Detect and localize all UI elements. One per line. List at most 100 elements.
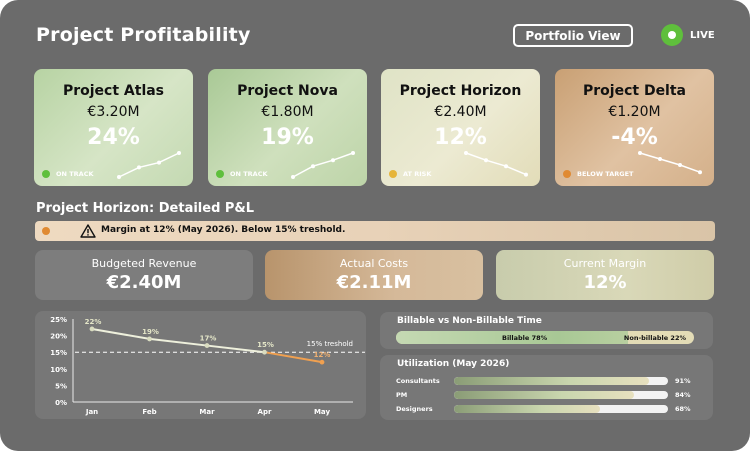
status-dot-icon bbox=[216, 170, 224, 178]
live-dot-icon bbox=[661, 24, 683, 46]
alert-dot-icon bbox=[42, 227, 50, 235]
util-fill bbox=[454, 405, 600, 413]
util-fill bbox=[454, 391, 634, 399]
data-label: 19% bbox=[142, 328, 159, 336]
nonbillable-label: Non-billable 22% bbox=[623, 334, 686, 342]
sparkline-point bbox=[698, 170, 702, 175]
status-dot-icon bbox=[389, 170, 397, 178]
status-label: AT RISK bbox=[403, 170, 432, 178]
x-tick-label: Apr bbox=[258, 408, 272, 416]
project-amount: €1.80M bbox=[261, 104, 314, 120]
project-amount: €1.20M bbox=[608, 104, 661, 120]
margin-trend-chart: 0% 5% 10% 15% 20% 25% Jan Feb Mar Apr May 15% tresh… bbox=[50, 316, 365, 416]
status-badge: BELOW TARGET bbox=[563, 170, 633, 178]
project-card-atlas[interactable]: Project Atlas €3.20M 24% ON TRACK bbox=[34, 69, 193, 186]
status-badge: AT RISK bbox=[389, 170, 431, 178]
kpi-value: €2.40M bbox=[106, 272, 182, 293]
sparkline-point bbox=[484, 158, 488, 163]
project-card-nova[interactable]: Project Nova €1.80M 19% ON TRACK bbox=[208, 69, 367, 186]
warning-icon bbox=[80, 224, 96, 238]
status-dot-icon bbox=[563, 170, 571, 178]
project-amount: €2.40M bbox=[434, 104, 487, 120]
sparkline-point bbox=[157, 160, 161, 165]
util-bar-consultants bbox=[454, 377, 668, 385]
sparkline-point bbox=[137, 165, 141, 170]
data-label: 12% bbox=[314, 351, 331, 359]
data-label: 22% bbox=[85, 318, 102, 326]
portfolio-view-button[interactable]: Portfolio View bbox=[513, 24, 633, 47]
margin-alert-banner: Margin at 12% (May 2026). Below 15% tres… bbox=[35, 221, 715, 241]
y-tick-label: 15% bbox=[50, 349, 67, 357]
project-name: Project Delta bbox=[583, 83, 686, 99]
trend-sparkline bbox=[291, 151, 355, 179]
status-dot-icon bbox=[42, 170, 50, 178]
sparkline-point bbox=[331, 158, 335, 163]
data-label: 17% bbox=[200, 335, 217, 343]
x-tick-label: May bbox=[314, 408, 330, 416]
sparkline-point bbox=[291, 175, 295, 179]
trend-sparkline bbox=[638, 151, 702, 175]
billable-title: Billable vs Non-Billable Time bbox=[397, 316, 542, 326]
x-tick-label: Feb bbox=[142, 408, 156, 416]
billable-label: Billable 78% bbox=[502, 334, 548, 342]
y-tick-label: 10% bbox=[50, 366, 67, 374]
kpi-label: Budgeted Revenue bbox=[91, 257, 197, 270]
series-line-segment bbox=[91, 327, 150, 340]
billable-split-bar: Billable 78% Non-billable 22% bbox=[396, 331, 694, 344]
data-point bbox=[89, 326, 95, 332]
kpi-actual-costs: Actual Costs €2.11M bbox=[265, 250, 483, 300]
project-margin: 12% bbox=[434, 125, 487, 150]
project-margin: 24% bbox=[87, 125, 140, 150]
project-card-delta[interactable]: Project Delta €1.20M -4% BELOW TARGET bbox=[555, 69, 714, 186]
status-badge: ON TRACK bbox=[42, 170, 94, 178]
util-fill bbox=[454, 377, 649, 385]
project-card-horizon[interactable]: Project Horizon €2.40M 12% AT RISK bbox=[381, 69, 540, 186]
billable-fill bbox=[396, 331, 629, 344]
sparkline-point bbox=[311, 164, 315, 169]
util-bar-designers bbox=[454, 405, 668, 413]
alert-text: Margin at 12% (May 2026). Below 15% tres… bbox=[101, 225, 346, 235]
util-pct-pm: 84% bbox=[675, 391, 691, 399]
project-margin: 19% bbox=[261, 125, 314, 150]
sparkline-point bbox=[117, 175, 121, 179]
sparkline-point bbox=[638, 151, 642, 155]
data-label: 15% bbox=[257, 341, 274, 349]
y-tick-label: 25% bbox=[50, 316, 67, 324]
utilization-title: Utilization (May 2026) bbox=[397, 359, 510, 369]
trend-sparkline bbox=[117, 151, 181, 179]
x-tick-label: Mar bbox=[199, 408, 215, 416]
x-tick-label: Jan bbox=[85, 408, 98, 416]
data-point bbox=[319, 359, 325, 365]
sparkline-point bbox=[177, 151, 181, 155]
sparkline-point bbox=[464, 151, 468, 155]
util-label-consultants: Consultants bbox=[396, 377, 440, 385]
trend-sparkline bbox=[464, 151, 528, 177]
status-badge: ON TRACK bbox=[216, 170, 268, 178]
project-amount: €3.20M bbox=[87, 104, 140, 120]
data-point bbox=[147, 336, 152, 342]
series-line-segment bbox=[264, 351, 323, 364]
sparkline-point bbox=[351, 151, 355, 155]
kpi-value: €2.11M bbox=[336, 272, 412, 293]
data-point bbox=[262, 349, 267, 355]
status-label: ON TRACK bbox=[56, 170, 94, 178]
detail-title: Project Horizon: Detailed P&L bbox=[36, 201, 255, 216]
y-tick-label: 20% bbox=[50, 333, 67, 341]
threshold-label: 15% treshold bbox=[307, 340, 353, 348]
sparkline-point bbox=[678, 163, 682, 167]
sparkline-point bbox=[524, 172, 528, 177]
kpi-budgeted-revenue: Budgeted Revenue €2.40M bbox=[35, 250, 253, 300]
live-label: LIVE bbox=[690, 29, 715, 41]
project-name: Project Atlas bbox=[62, 83, 165, 99]
util-pct-designers: 68% bbox=[675, 405, 691, 413]
page-title: Project Profitability bbox=[36, 24, 251, 46]
project-margin: -4% bbox=[611, 125, 658, 150]
y-tick-label: 5% bbox=[55, 382, 67, 390]
status-label: BELOW TARGET bbox=[577, 170, 634, 178]
util-label-pm: PM bbox=[396, 391, 408, 399]
margin-trend-chart-panel: 0% 5% 10% 15% 20% 25% Jan Feb Mar Apr May 15% tresh… bbox=[35, 311, 366, 419]
live-indicator: LIVE bbox=[661, 24, 715, 46]
y-tick-label: 0% bbox=[55, 399, 67, 407]
kpi-value: 12% bbox=[583, 272, 627, 293]
